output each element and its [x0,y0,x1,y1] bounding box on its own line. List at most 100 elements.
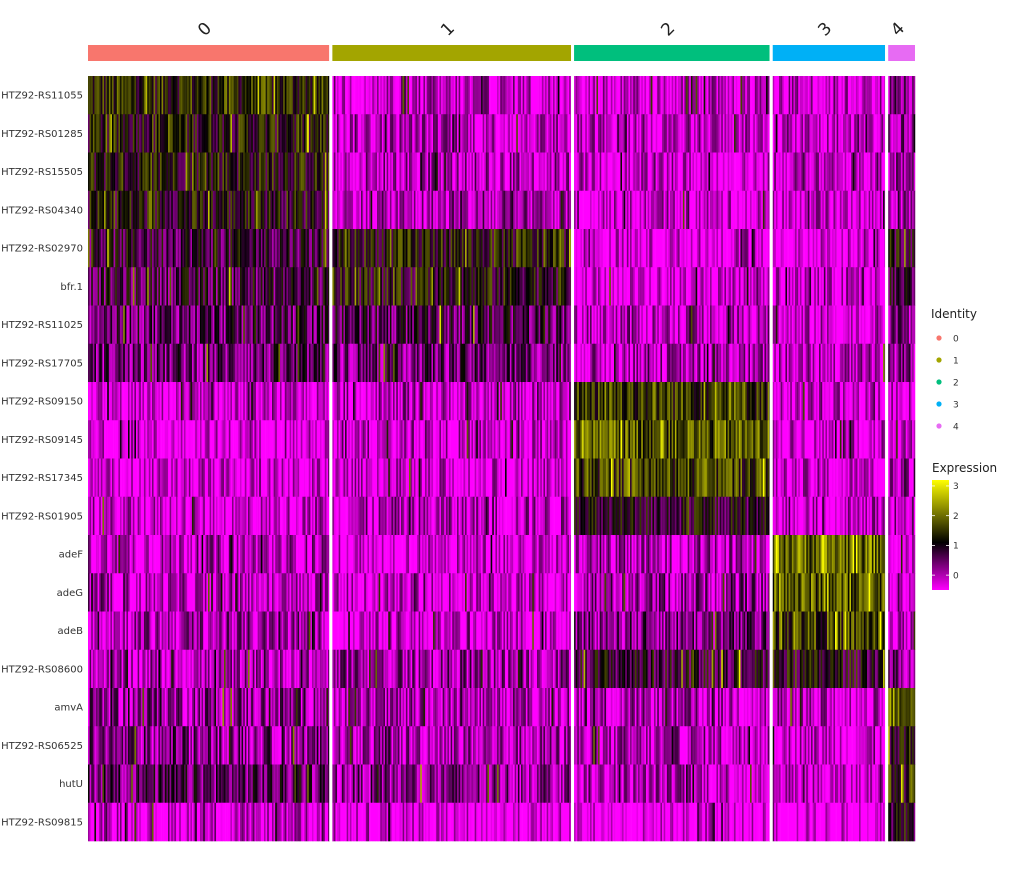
heatmap-cell-amvA-cluster-1 [332,688,572,727]
heatmap-cell-hutU-cluster-4 [888,764,916,804]
heatmap-cell-HTZ92-RS11025-cluster-1 [332,305,572,345]
cluster-bar-3 [772,45,886,61]
heatmap-cell-HTZ92-RS01285-cluster-3 [772,114,886,153]
identity-legend-key-1 [936,357,942,363]
heatmap-cell-adeG-cluster-3 [772,573,886,612]
identity-legend-label-2: 2 [953,378,959,388]
heatmap-cell-HTZ92-RS09145-cluster-2 [574,420,770,459]
heatmap-cell-HTZ92-RS11025-cluster-2 [574,305,770,345]
heatmap-cell-HTZ92-RS04340-cluster-4 [888,190,916,230]
heatmap-body [88,76,916,842]
heatmap-cell-hutU-cluster-2 [574,764,770,804]
cluster-bar-2 [574,45,770,61]
heatmap-cell-HTZ92-RS09150-cluster-3 [772,382,886,421]
identity-legend-key-0 [936,335,942,341]
heatmap-cell-HTZ92-RS08600-cluster-1 [332,649,572,689]
heatmap-cell-amvA-cluster-4 [888,688,916,727]
gene-label: HTZ92-RS02970 [1,244,83,255]
heatmap-cell-HTZ92-RS01285-cluster-1 [332,114,572,153]
heatmap-cell-HTZ92-RS04340-cluster-1 [332,190,572,230]
heatmap-cell-HTZ92-RS17705-cluster-3 [772,343,886,383]
heatmap-cell-HTZ92-RS02970-cluster-1 [332,229,572,268]
heatmap-cell-HTZ92-RS09145-cluster-1 [332,420,572,459]
heatmap-cell-HTZ92-RS15505-cluster-0 [88,152,330,192]
heatmap-cell-HTZ92-RS09815-cluster-2 [574,802,770,842]
heatmap-cell-HTZ92-RS09145-cluster-0 [88,420,330,459]
cluster-separator [571,45,575,841]
heatmap-cell-HTZ92-RS11055-cluster-1 [332,76,572,115]
identity-legend-label-1: 1 [953,356,959,366]
heatmap-cell-HTZ92-RS17345-cluster-4 [888,458,916,498]
heatmap-cell-adeB-cluster-0 [88,611,330,651]
heatmap-cell-amvA-cluster-0 [88,688,330,727]
gene-label: HTZ92-RS04340 [1,205,83,216]
heatmap-cell-HTZ92-RS06525-cluster-3 [772,726,886,765]
gene-label: HTZ92-RS11055 [1,91,83,102]
heatmap-cell-adeF-cluster-2 [574,535,770,574]
heatmap-cell-HTZ92-RS17345-cluster-1 [332,458,572,498]
heatmap-cell-HTZ92-RS01905-cluster-0 [88,496,330,536]
heatmap-cell-HTZ92-RS01905-cluster-3 [772,496,886,536]
heatmap-cell-HTZ92-RS15505-cluster-2 [574,152,770,192]
heatmap-cell-HTZ92-RS11055-cluster-0 [88,76,330,115]
gene-label: hutU [59,779,83,790]
heatmap-cell-HTZ92-RS17705-cluster-1 [332,343,572,383]
gene-label: amvA [54,703,83,714]
expression-legend-title: Expression [932,461,997,475]
identity-legend-label-4: 4 [953,422,959,432]
heatmap-cell-HTZ92-RS04340-cluster-3 [772,190,886,230]
heatmap-cell-adeG-cluster-2 [574,573,770,612]
identity-legend-label-0: 0 [953,334,959,344]
heatmap-cell-HTZ92-RS01905-cluster-4 [888,496,916,536]
heatmap-cell-adeF-cluster-4 [888,535,916,574]
legend-layer: Identity Expression 0 1 2 3 4 3 2 1 0 [931,307,997,590]
heatmap-cell-HTZ92-RS01905-cluster-2 [574,496,770,536]
heatmap-cell-HTZ92-RS09815-cluster-0 [88,802,330,842]
cluster-label-layer: 0 1 2 3 4 [194,19,909,41]
cluster-separator-layer [329,45,889,841]
heatmap-cell-HTZ92-RS09150-cluster-2 [574,382,770,421]
heatmap-cell-adeB-cluster-2 [574,611,770,651]
heatmap-cell-HTZ92-RS15505-cluster-3 [772,152,886,192]
expression-legend-ticks: 3 2 1 0 [932,482,959,581]
identity-legend: 0 1 2 3 4 [936,334,959,432]
heatmap-cell-HTZ92-RS09150-cluster-0 [88,382,330,421]
heatmap-cell-HTZ92-RS09145-cluster-3 [772,420,886,459]
heatmap-cell-HTZ92-RS09815-cluster-4 [888,802,916,842]
heatmap-cell-HTZ92-RS11025-cluster-3 [772,305,886,345]
heatmap-cell-bfr.1-cluster-2 [574,267,770,306]
identity-legend-title: Identity [931,307,977,321]
heatmap-cell-HTZ92-RS17345-cluster-0 [88,458,330,498]
heatmap-cell-HTZ92-RS15505-cluster-4 [888,152,916,192]
gene-label: bfr.1 [60,282,83,293]
heatmap-cell-hutU-cluster-0 [88,764,330,804]
heatmap-cell-adeB-cluster-4 [888,611,916,651]
heatmap-cell-HTZ92-RS17345-cluster-2 [574,458,770,498]
heatmap-cell-HTZ92-RS04340-cluster-2 [574,190,770,230]
gene-label: HTZ92-RS01905 [1,511,83,522]
heatmap-cell-HTZ92-RS01285-cluster-0 [88,114,330,153]
cluster-bar-layer [88,45,915,61]
cluster-label-2: 2 [657,19,679,41]
cluster-bar-1 [332,45,572,61]
identity-legend-key-3 [936,401,942,407]
expression-tick-label: 1 [953,542,959,552]
heatmap-cell-adeF-cluster-3 [772,535,886,574]
expression-tick-label: 2 [953,512,959,522]
cluster-label-1: 1 [437,19,459,41]
heatmap-cell-adeG-cluster-0 [88,573,330,612]
gene-label: HTZ92-RS15505 [1,167,83,178]
gene-label-layer: HTZ92-RS11055 HTZ92-RS01285 HTZ92-RS15505 H… [1,91,83,829]
heatmap-cell-HTZ92-RS06525-cluster-0 [88,726,330,765]
heatmap-cell-HTZ92-RS15505-cluster-1 [332,152,572,192]
heatmap-cell-HTZ92-RS09150-cluster-1 [332,382,572,421]
heatmap-cell-HTZ92-RS08600-cluster-2 [574,649,770,689]
heatmap-cell-HTZ92-RS04340-cluster-0 [88,190,330,230]
heatmap-cell-HTZ92-RS11025-cluster-0 [88,305,330,345]
heatmap-cell-HTZ92-RS01285-cluster-2 [574,114,770,153]
heatmap-cell-HTZ92-RS17345-cluster-3 [772,458,886,498]
gene-label: adeB [58,626,84,637]
identity-legend-key-2 [936,379,942,385]
cluster-label-0: 0 [194,19,216,41]
